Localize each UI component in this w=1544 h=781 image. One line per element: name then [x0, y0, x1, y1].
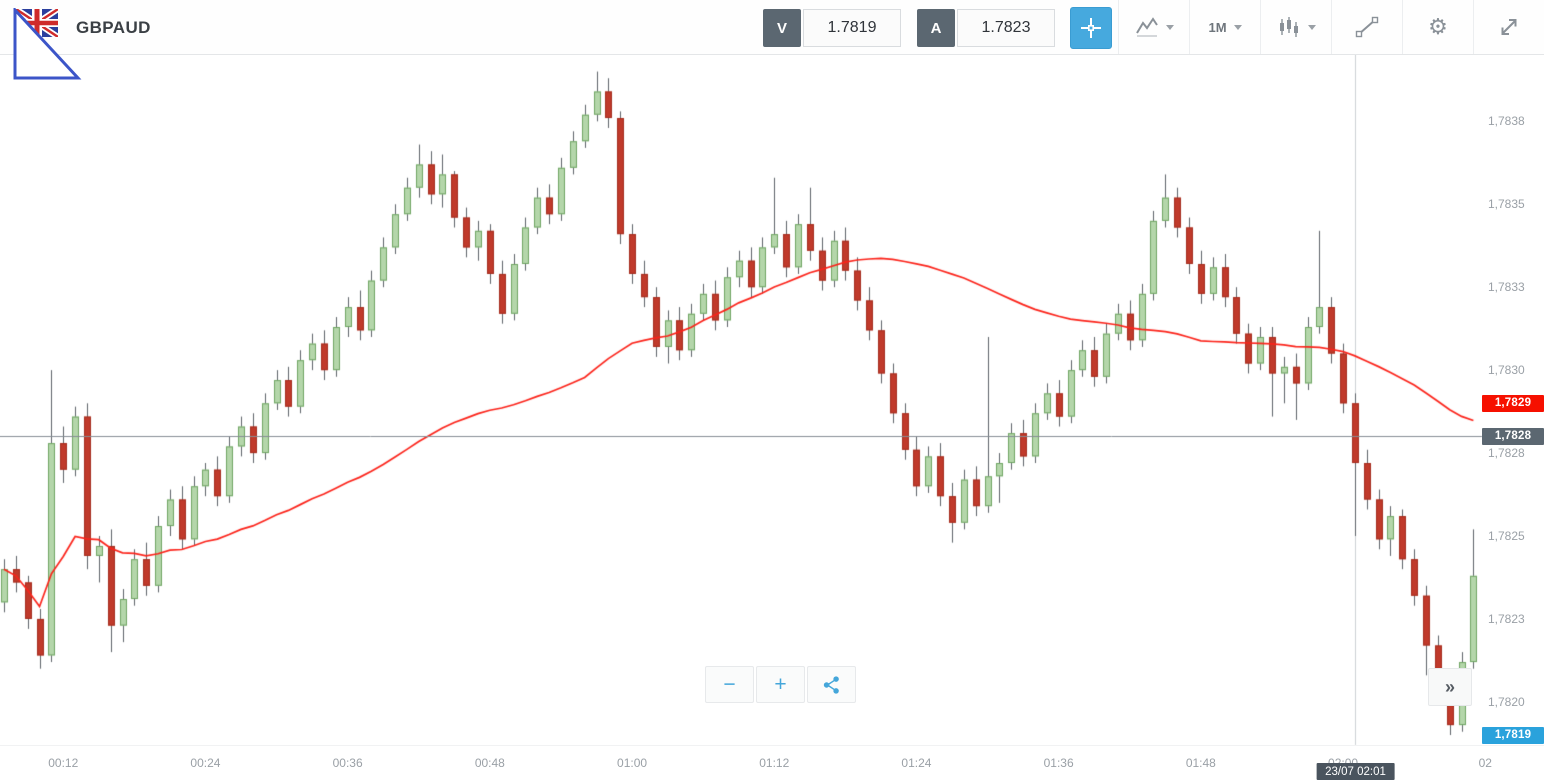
- x-axis-label: 00:36: [332, 756, 363, 770]
- symbol-title: GBPAUD: [76, 17, 151, 37]
- buy-label-badge: A: [917, 9, 955, 47]
- indicators-dropdown[interactable]: [1260, 0, 1331, 54]
- chart-type-icon: [1135, 16, 1159, 38]
- y-axis-label: 1,7820: [1488, 694, 1525, 709]
- y-axis-label: 1,7830: [1488, 363, 1525, 378]
- chart-type-dropdown[interactable]: [1118, 0, 1189, 54]
- indicator-price-badge: 1,7829: [1482, 394, 1544, 412]
- sell-label-badge: V: [763, 9, 801, 47]
- sell-price-button[interactable]: 1.7819: [803, 9, 901, 47]
- x-axis-label: 02: [1478, 756, 1492, 770]
- timeframe-label: 1M: [1208, 19, 1227, 35]
- x-axis-label: 01:00: [617, 756, 648, 770]
- fullscreen-button[interactable]: [1473, 0, 1544, 54]
- zoom-out-button[interactable]: −: [705, 666, 754, 703]
- drawing-tools-button[interactable]: [1331, 0, 1402, 54]
- crosshair-tool-button[interactable]: [1070, 7, 1112, 49]
- x-axis-label: 01:48: [1185, 756, 1216, 770]
- settings-button[interactable]: ⚙: [1402, 0, 1473, 54]
- chevron-down-icon: [1165, 24, 1174, 30]
- toolbar-tools: 1M: [1118, 0, 1544, 54]
- crosshair-time-badge: 23/07 02:01: [1316, 763, 1395, 780]
- x-axis-label: 01:12: [759, 756, 790, 770]
- crosshair-price-badge: 1,7828: [1482, 427, 1544, 445]
- chart-zoom-controls: − +: [705, 666, 856, 703]
- buy-price-button[interactable]: 1.7823: [957, 9, 1055, 47]
- x-axis-label: 01:24: [901, 756, 932, 770]
- y-axis-label: 1,7828: [1488, 446, 1525, 461]
- collapse-panel-button[interactable]: »: [1428, 668, 1472, 706]
- share-icon: [822, 675, 842, 695]
- gear-icon: ⚙: [1428, 14, 1448, 39]
- logo-triangle-icon: [13, 8, 82, 80]
- chart-toolbar: GBPAUD V 1.7819 A 1.7823: [0, 0, 1544, 80]
- y-axis-label: 1,7835: [1488, 197, 1525, 212]
- expand-icon: [1498, 16, 1520, 38]
- y-axis-label: 1,7825: [1488, 529, 1525, 543]
- trendline-icon: [1355, 16, 1379, 38]
- indicators-icon: [1277, 16, 1301, 38]
- share-button[interactable]: [807, 666, 856, 703]
- x-axis-label: 00:12: [48, 756, 79, 770]
- x-axis-label: 00:48: [474, 756, 505, 770]
- y-axis-label: 1,7833: [1488, 280, 1525, 295]
- y-axis-label: 1,7838: [1488, 114, 1525, 129]
- x-axis-label: 01:36: [1043, 756, 1074, 770]
- chevron-down-icon: [1307, 24, 1316, 30]
- bid-price-badge: 1,7819: [1482, 726, 1544, 744]
- time-axis-divider: [0, 745, 1544, 746]
- quote-panel: V 1.7819 A 1.7823: [763, 7, 1112, 49]
- timeframe-dropdown[interactable]: 1M: [1189, 0, 1260, 54]
- x-axis-label: 00:24: [190, 756, 221, 770]
- instrument-logo: [12, 6, 102, 86]
- zoom-in-button[interactable]: +: [756, 666, 805, 703]
- y-axis-label: 1,7823: [1488, 611, 1525, 626]
- crosshair-icon: [1080, 17, 1102, 39]
- chevron-down-icon: [1233, 24, 1242, 30]
